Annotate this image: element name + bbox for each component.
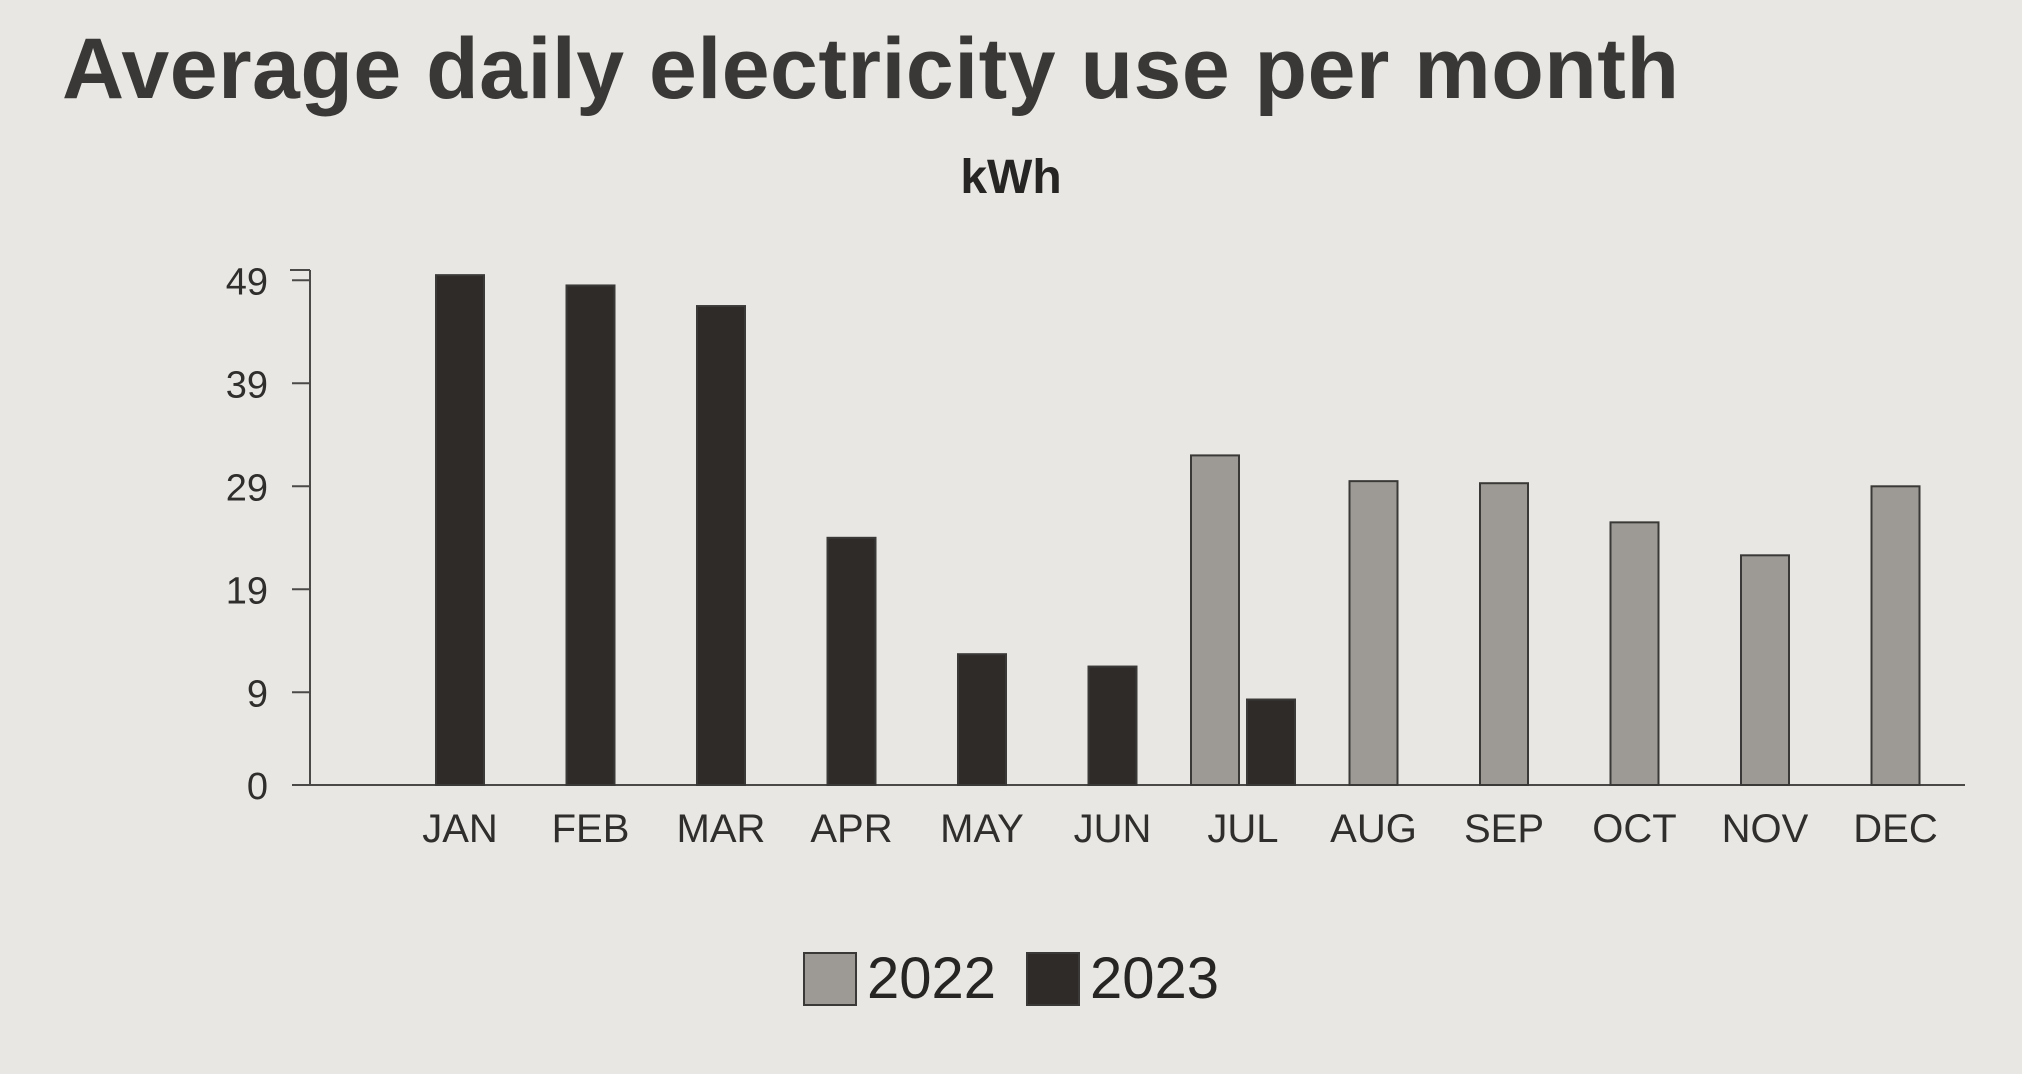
bar-2023-jun xyxy=(1087,665,1138,786)
bar-2022-jul xyxy=(1190,454,1240,786)
legend: 2022 2023 xyxy=(0,945,2022,1012)
bar-2022-nov xyxy=(1740,554,1790,786)
legend-label-2022: 2022 xyxy=(866,946,996,1011)
x-tick-label-jun: JUN xyxy=(1074,807,1152,851)
bar-2022-aug xyxy=(1348,480,1399,786)
bar-2022-oct xyxy=(1609,521,1660,786)
bar-2023-feb xyxy=(565,284,616,786)
y-tick-label-39: 39 xyxy=(226,364,268,406)
chart-title: Average daily electricity use per month xyxy=(62,21,1680,117)
x-tick-label-jul: JUL xyxy=(1207,807,1278,851)
chart-subtitle: kWh xyxy=(960,151,1062,204)
y-tick-label-29: 29 xyxy=(226,467,268,509)
legend-swatch-2023 xyxy=(1026,951,1080,1006)
bar-2023-jan xyxy=(435,274,485,786)
legend-item-2022: 2022 xyxy=(802,945,996,1012)
y-tick-label-0: 0 xyxy=(247,766,268,808)
x-tick-label-oct: OCT xyxy=(1592,807,1676,851)
bar-2023-jul xyxy=(1246,698,1296,787)
legend-item-2023: 2023 xyxy=(1026,945,1219,1012)
bar-2022-dec xyxy=(1870,485,1921,786)
y-tick-label-19: 19 xyxy=(226,570,268,612)
legend-label-2023: 2023 xyxy=(1090,946,1220,1011)
x-tick-label-sep: SEP xyxy=(1464,807,1544,851)
bar-2023-apr xyxy=(826,536,877,786)
x-tick-label-feb: FEB xyxy=(552,807,630,851)
x-tick-label-dec: DEC xyxy=(1853,807,1937,851)
x-tick-label-nov: NOV xyxy=(1722,807,1809,851)
x-tick-label-aug: AUG xyxy=(1330,807,1417,851)
y-tick-label-9: 9 xyxy=(247,673,268,715)
x-tick-label-jan: JAN xyxy=(422,807,498,851)
y-tick-label-49: 49 xyxy=(226,261,268,303)
bar-2022-sep xyxy=(1479,482,1529,786)
x-tick-label-apr: APR xyxy=(810,807,892,851)
bar-2023-may xyxy=(957,653,1007,786)
bar-2023-mar xyxy=(696,305,746,786)
x-tick-label-mar: MAR xyxy=(677,807,766,851)
x-tick-label-may: MAY xyxy=(940,807,1024,851)
legend-swatch-2022 xyxy=(802,951,857,1006)
